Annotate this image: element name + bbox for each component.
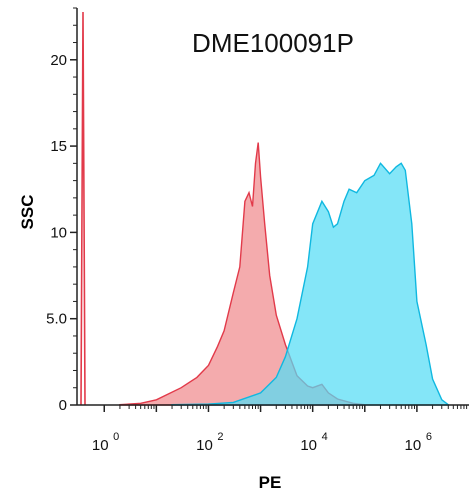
y-tick-label: 0 <box>59 397 67 414</box>
x-tick-label: 10 <box>92 437 109 454</box>
y-tick-label: 5.0 <box>46 311 67 328</box>
y-tick-label: 15 <box>50 138 67 155</box>
x-tick-exponent: 4 <box>322 431 328 443</box>
chart-title: DME100091P <box>192 28 354 58</box>
series-edge-spike <box>80 11 86 406</box>
axis-layer: 0 5.0 10 15 20 10 0 10 2 10 4 10 6 <box>46 7 468 454</box>
x-tick-label: 10 <box>405 437 422 454</box>
series-layer <box>80 11 449 406</box>
x-axis-title: PE <box>259 473 282 492</box>
y-axis-title: SSC <box>18 195 37 230</box>
x-tick-exponent: 2 <box>217 431 223 443</box>
y-tick-label: 20 <box>50 52 67 69</box>
x-tick-label: 10 <box>196 437 213 454</box>
x-tick-label: 10 <box>300 437 317 454</box>
x-tick-exponent: 6 <box>426 431 432 443</box>
series-2-area <box>171 162 449 406</box>
y-tick-label: 10 <box>50 224 67 241</box>
x-tick-exponent: 0 <box>113 431 119 443</box>
